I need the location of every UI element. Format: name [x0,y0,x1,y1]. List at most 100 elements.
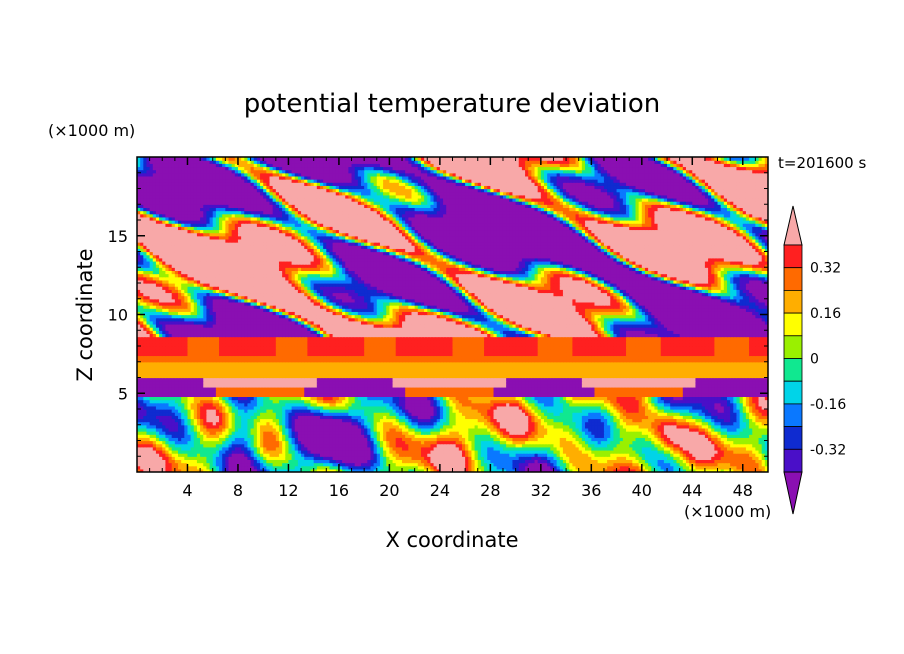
heatmap-cell [446,468,450,472]
heatmap-cell [761,427,766,432]
heatmap-cell [313,427,318,432]
heatmap-cell [733,440,738,445]
heatmap-cell [225,462,230,467]
heatmap-cell [616,446,621,451]
heatmap-cell [474,453,479,457]
heatmap-cell [335,434,340,438]
heatmap-cell [468,462,473,467]
heatmap-cell [622,440,627,445]
heatmap-cell [310,453,315,457]
heatmap-cell [225,453,230,457]
heatmap-cell [622,468,627,472]
heatmap-cell [402,468,406,472]
heatmap-cell [578,434,583,438]
heatmap-cell [263,449,267,454]
heatmap-cell [667,434,671,438]
heatmap-cell [723,443,728,448]
heatmap-cell [190,443,195,448]
heatmap-cell [420,443,425,448]
heatmap-cell [670,434,674,438]
heatmap-cell [376,443,381,448]
heatmap-cell [663,424,668,429]
heatmap-cell [685,434,690,438]
heatmap-cell [174,421,179,426]
heatmap-cell [335,431,340,435]
heatmap-cell [685,421,690,426]
heatmap-cell [685,431,690,435]
heatmap-cell [263,468,267,472]
heatmap-cell [178,462,182,467]
heatmap-cell [742,446,747,451]
heatmap-cell [439,446,444,451]
heatmap-cell [736,459,741,464]
heatmap-cell [146,431,151,435]
heatmap-cell [764,434,768,438]
heatmap-cell [692,465,697,470]
heatmap-cell [338,468,343,472]
heatmap-cell [187,449,192,454]
heatmap-cell [332,453,337,457]
heatmap-cell [140,427,144,432]
heatmap-cell [316,453,321,457]
heatmap-cell [392,456,397,460]
heatmap-cell [581,440,586,445]
heatmap-cell [761,449,766,454]
heatmap-cell [534,459,539,464]
heatmap-cell [275,424,280,429]
heatmap-cell [424,446,428,451]
heatmap-cell [263,437,267,442]
heatmap-cell [477,453,482,457]
heatmap-cell [537,465,542,470]
heatmap-cell [531,440,536,445]
heatmap-cell [225,431,230,435]
heatmap-cell [487,437,491,442]
heatmap-cell [285,456,290,460]
heatmap-cell [660,459,665,464]
heatmap-cell [247,437,252,442]
heatmap-cell [465,446,469,451]
heatmap-cell [212,462,217,467]
heatmap-cell [411,431,416,435]
heatmap-cell [351,427,356,432]
heatmap-cell [215,443,220,448]
heatmap-cell [316,424,321,429]
heatmap-cell [417,465,422,470]
heatmap-cell [509,459,514,464]
heatmap-cell [174,465,179,470]
heatmap-cell [275,468,280,472]
heatmap-cell [338,431,343,435]
heatmap-cell [531,437,536,442]
heatmap-cell [348,434,353,438]
heatmap-cell [291,427,296,432]
heatmap-cell [436,456,441,460]
heatmap-cell [260,459,264,464]
heatmap-cell [509,424,514,429]
heatmap-cell [443,431,447,435]
heatmap-cell [187,421,192,426]
heatmap-cell [585,427,589,432]
heatmap-cell [499,446,504,451]
heatmap-cell [515,459,520,464]
heatmap-cell [168,468,173,472]
heatmap-cell [420,468,425,472]
heatmap-cell [231,437,236,442]
heatmap-cell [547,456,551,460]
heatmap-cell [736,443,741,448]
heatmap-cell [285,437,290,442]
heatmap-cell [695,424,700,429]
heatmap-cell [411,449,416,454]
heatmap-cell [566,434,570,438]
heatmap-cell [427,427,432,432]
heatmap-cell [720,440,725,445]
heatmap-cell [648,427,652,432]
heatmap-cell [174,453,179,457]
heatmap-cell [326,462,331,467]
heatmap-cell [443,443,447,448]
heatmap-cell [597,427,602,432]
heatmap-cell [319,468,324,472]
heatmap-cell [165,434,170,438]
heatmap-cell [540,431,545,435]
heatmap-cell [452,449,457,454]
heatmap-cell [408,434,413,438]
heatmap-cell [411,424,416,429]
